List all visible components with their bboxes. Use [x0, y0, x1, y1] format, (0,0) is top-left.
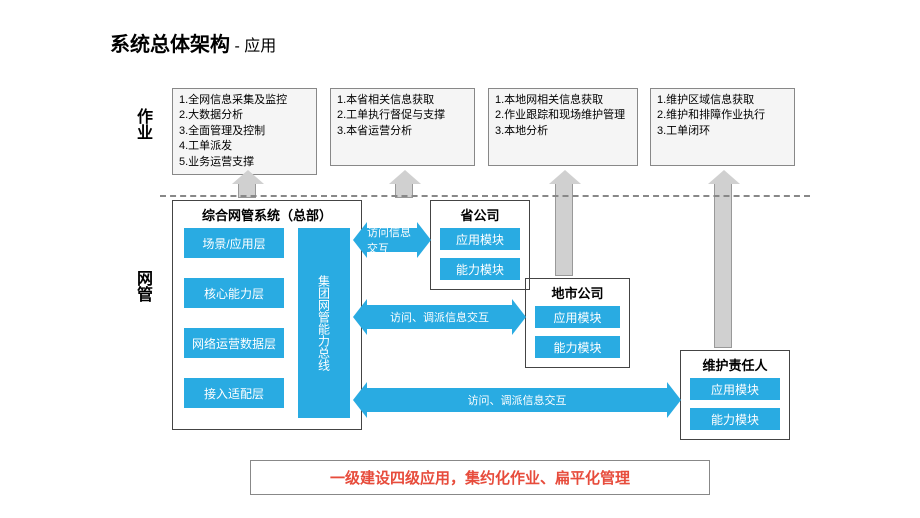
maint-title: 维护责任人: [681, 351, 789, 378]
topbox-0-l4: 5.业务运营支撑: [179, 155, 310, 170]
topbox-3-l2: 3.工单闭环: [657, 124, 788, 139]
topbox-3-l0: 1.维护区域信息获取: [657, 93, 788, 108]
topbox-1-l1: 2.工单执行督促与支撑: [337, 108, 468, 123]
city-title: 地市公司: [526, 279, 629, 306]
topbox-2: 1.本地网相关信息获取 2.作业跟踪和现场维护管理 3.本地分析: [488, 88, 638, 166]
maint-mod-1: 能力模块: [690, 408, 780, 430]
topbox-0-l3: 4.工单派发: [179, 139, 310, 154]
hq-bus: 集团网管能力总线: [298, 228, 350, 418]
topbox-0-l1: 2.大数据分析: [179, 108, 310, 123]
hq-layer-1: 核心能力层: [184, 278, 284, 308]
city-mod-0: 应用模块: [535, 306, 620, 328]
title-sub: - 应用: [234, 38, 276, 55]
topbox-3-l1: 2.维护和排障作业执行: [657, 108, 788, 123]
topbox-0-l2: 3.全面管理及控制: [179, 124, 310, 139]
hq-title: 综合网管系统（总部）: [173, 201, 361, 228]
page-title: 系统总体架构 - 应用: [110, 28, 276, 57]
title-main: 系统总体架构: [110, 34, 230, 56]
arrow-h-0: 访问信息交互: [367, 228, 417, 252]
section-label-top: 作业: [130, 108, 154, 140]
topbox-1-l0: 1.本省相关信息获取: [337, 93, 468, 108]
topbox-3: 1.维护区域信息获取 2.维护和排障作业执行 3.工单闭环: [650, 88, 795, 166]
dash-separator: [160, 195, 810, 197]
province-mod-1: 能力模块: [440, 258, 520, 280]
arrow-up-3: [714, 183, 732, 348]
topbox-0-l0: 1.全网信息采集及监控: [179, 93, 310, 108]
maint-mod-0: 应用模块: [690, 378, 780, 400]
topbox-2-l2: 3.本地分析: [495, 124, 631, 139]
topbox-1-l2: 3.本省运营分析: [337, 124, 468, 139]
topbox-0: 1.全网信息采集及监控 2.大数据分析 3.全面管理及控制 4.工单派发 5.业…: [172, 88, 317, 175]
arrow-h-1: 访问、调派信息交互: [367, 305, 512, 329]
hq-layer-3: 接入适配层: [184, 378, 284, 408]
hq-layer-0: 场景/应用层: [184, 228, 284, 258]
city-mod-1: 能力模块: [535, 336, 620, 358]
topbox-2-l1: 2.作业跟踪和现场维护管理: [495, 108, 631, 123]
topbox-2-l0: 1.本地网相关信息获取: [495, 93, 631, 108]
hq-layer-2: 网络运营数据层: [184, 328, 284, 358]
section-label-bottom: 网管: [130, 270, 154, 302]
province-mod-0: 应用模块: [440, 228, 520, 250]
province-title: 省公司: [431, 201, 529, 228]
footer-banner: 一级建设四级应用，集约化作业、扁平化管理: [250, 460, 710, 495]
arrow-h-2: 访问、调派信息交互: [367, 388, 667, 412]
topbox-1: 1.本省相关信息获取 2.工单执行督促与支撑 3.本省运营分析: [330, 88, 475, 166]
